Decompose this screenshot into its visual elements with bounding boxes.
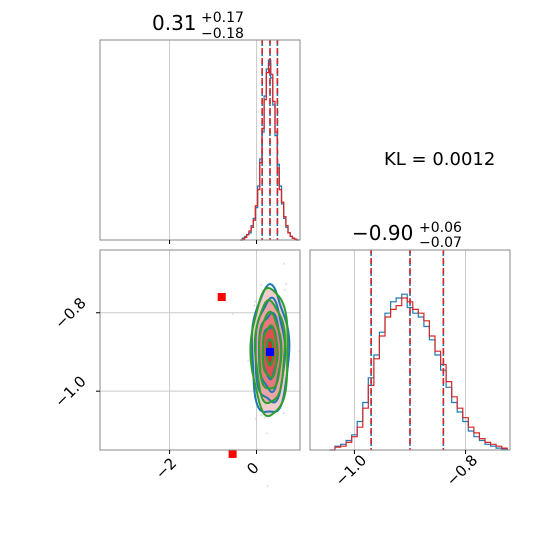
right-frame: [309, 249, 511, 451]
joint-red-square-marker-0: [217, 293, 226, 302]
joint-contour-green-4: [249, 286, 289, 418]
joint-xtick-label-1: 0: [243, 459, 262, 478]
joint-point: [263, 416, 266, 419]
joint-contour-green-2: [258, 310, 283, 390]
joint-ytick-label-1: −1.0: [51, 372, 89, 410]
joint-ytick-label-0: −0.8: [51, 294, 89, 332]
top-frame: [99, 39, 301, 241]
right-title-sub: −0.07: [419, 235, 462, 251]
joint-point: [266, 484, 269, 487]
joint-blue-square-marker: [266, 347, 274, 356]
top-panel-title: 0.31: [152, 11, 197, 35]
joint-contour-green-3: [253, 299, 287, 405]
joint-point: [282, 412, 285, 415]
right-marginal-panel: −1.0 −0.8: [309, 249, 511, 490]
right-hist-red: [329, 297, 508, 451]
right-title-main: −0.90: [352, 221, 413, 245]
joint-point: [247, 359, 250, 362]
top-title-sub: −0.18: [201, 26, 244, 42]
joint-point: [283, 288, 286, 291]
kl-annotation: KL = 0.0012: [384, 149, 495, 170]
joint-point: [254, 417, 257, 420]
joint-point: [231, 312, 234, 315]
joint-point: [266, 432, 268, 435]
joint-panel: −2 0 −0.8 −1.0: [51, 249, 301, 487]
right-xtick-label-0: −1.0: [332, 451, 370, 489]
right-hist-blue: [329, 293, 508, 451]
top-marginal-panel: [99, 39, 301, 244]
joint-red-square-marker-1: [228, 449, 237, 458]
top-title-sup: +0.17: [201, 10, 244, 26]
joint-contour-green-1: [261, 324, 279, 379]
joint-point: [253, 304, 256, 307]
joint-point: [260, 414, 263, 417]
right-title-sup: +0.06: [419, 220, 462, 236]
joint-frame: [99, 249, 301, 451]
joint-point: [285, 283, 288, 286]
joint-point: [260, 283, 263, 286]
right-xtick-label-1: −0.8: [443, 451, 481, 489]
joint-point: [254, 300, 257, 303]
joint-xtick-label-0: −2: [152, 454, 180, 482]
top-title-main: 0.31: [152, 11, 197, 35]
joint-point: [282, 262, 285, 265]
